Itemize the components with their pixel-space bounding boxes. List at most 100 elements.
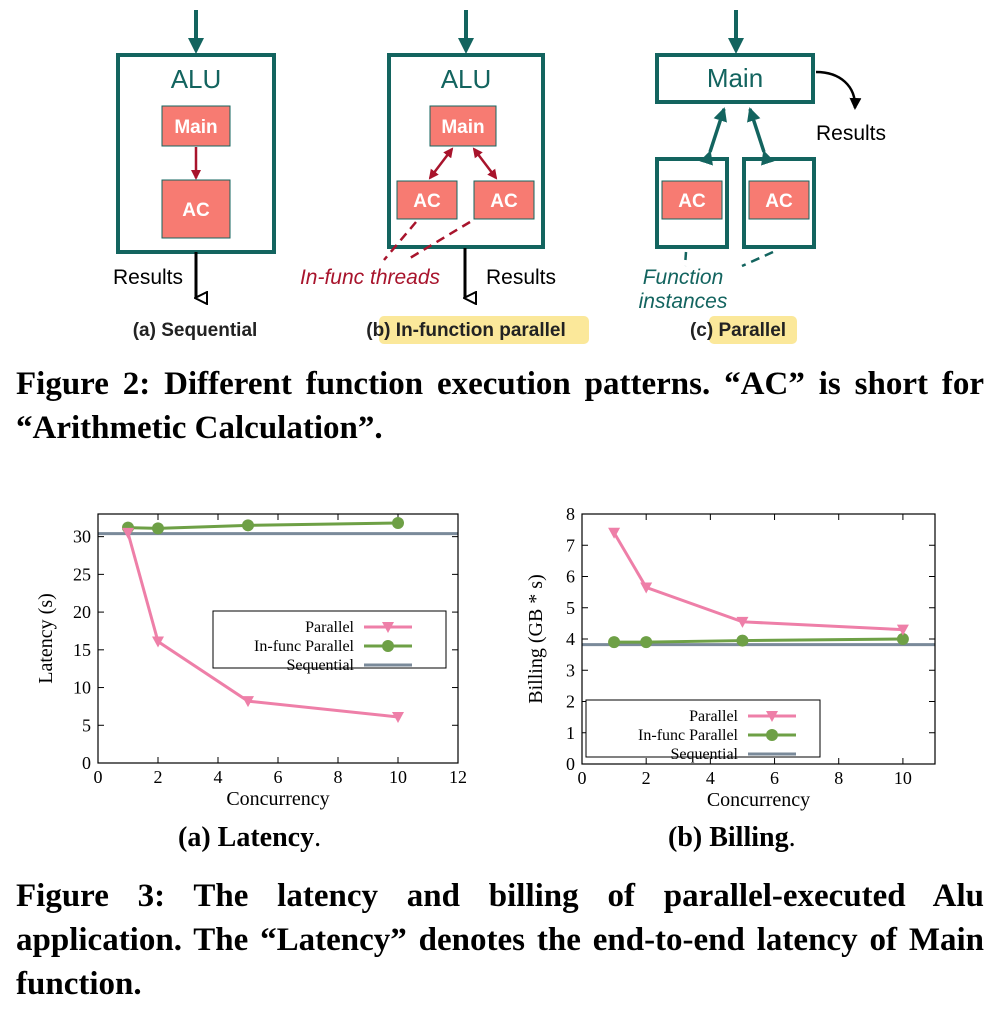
highlight-c — [709, 316, 797, 344]
x-axis-label: Concurrency — [707, 789, 810, 811]
y-tick-label: 7 — [566, 535, 575, 555]
y-tick-label: 10 — [73, 678, 91, 698]
alu-box — [387, 53, 545, 249]
instances-note-2: instances — [639, 290, 728, 313]
y-tick-label: 3 — [566, 660, 575, 680]
ac-label-2: AC — [490, 191, 518, 212]
ac-block-2 — [473, 180, 535, 220]
main-block — [429, 105, 497, 147]
panel-b-in-function-parallel: ALU Main AC AC In-func threads Results — [300, 10, 556, 298]
y-tick-label: 30 — [73, 527, 91, 547]
figure2-caption: Figure 2: Different function execution p… — [16, 366, 984, 446]
x-tick-label: 4 — [214, 767, 223, 787]
sublabel-b: (b) In-function parallel — [366, 320, 566, 341]
threads-pointer-1 — [383, 221, 417, 261]
data-point-in-func-parallel — [152, 522, 164, 535]
x-tick-label: 2 — [154, 767, 163, 787]
thread-arrow-right — [472, 147, 498, 180]
x-tick-label: 12 — [449, 767, 467, 787]
x-tick-label: 6 — [770, 768, 779, 788]
y-tick-label: 25 — [73, 564, 91, 584]
series-line-parallel — [612, 531, 903, 632]
legend-label: In-func Parallel — [638, 727, 739, 744]
instances-note-1: Function — [643, 266, 724, 289]
data-point-parallel — [608, 527, 621, 539]
data-point-parallel — [392, 711, 404, 723]
legend-marker — [766, 711, 778, 722]
data-point-parallel — [640, 582, 653, 594]
instance-box-1 — [655, 157, 729, 249]
ac-label-1: AC — [678, 191, 706, 212]
results-label: Results — [816, 122, 886, 145]
legend-label: Sequential — [286, 657, 354, 674]
x-tick-label: 10 — [389, 767, 407, 787]
legend-marker — [382, 640, 394, 652]
instance-arrow-left — [699, 107, 727, 166]
y-tick-label: 4 — [566, 629, 575, 649]
y-tick-label: 6 — [566, 567, 575, 587]
threads-note: In-func threads — [300, 266, 441, 289]
results-label: Results — [486, 266, 556, 289]
y-tick-label: 0 — [566, 754, 575, 774]
x-tick-label: 2 — [642, 768, 651, 788]
results-curve-arrow — [815, 70, 862, 110]
main-label: Main — [441, 117, 484, 138]
subcaption-latency: (a) Latency. — [178, 822, 322, 853]
alu-title: ALU — [441, 64, 492, 94]
data-point-parallel — [122, 527, 134, 539]
y-tick-label: 2 — [566, 692, 575, 712]
x-tick-label: 8 — [834, 768, 843, 788]
panel-a-sequential: ALU Main AC Results — [113, 10, 276, 298]
series-line-in-func-parallel — [614, 637, 903, 644]
ac-block-2 — [748, 180, 810, 220]
subcaption-billing: (b) Billing. — [668, 822, 796, 853]
instances-pointer-2 — [741, 250, 774, 268]
main-block — [161, 105, 231, 147]
alu-title: ALU — [171, 64, 222, 94]
main-label: Main — [174, 117, 217, 138]
data-point-parallel — [736, 616, 749, 628]
main-label: Main — [707, 63, 763, 93]
main-box — [655, 53, 815, 104]
data-point-in-func-parallel — [896, 633, 909, 645]
x-tick-label: 6 — [274, 767, 283, 787]
results-label: Results — [113, 266, 183, 289]
y-tick-label: 5 — [82, 715, 91, 735]
ac-block — [161, 179, 231, 239]
legend-label: Sequential — [670, 746, 738, 763]
y-axis-label: Billing (GB * s) — [525, 574, 547, 703]
y-tick-label: 15 — [73, 640, 91, 660]
figure2-diagram: ALU Main AC Results ALU Main AC AC In-fu… — [113, 10, 886, 344]
data-point-parallel — [896, 624, 909, 636]
y-tick-label: 0 — [82, 753, 91, 773]
series-line-parallel — [126, 532, 399, 719]
sublabel-c: (c) Parallel — [690, 320, 786, 341]
x-axis-label: Concurrency — [226, 788, 329, 810]
y-tick-label: 8 — [566, 504, 575, 524]
ac-block-1 — [661, 180, 723, 220]
ac-label: AC — [182, 200, 210, 221]
panel-c-parallel: Main Results AC AC Function instances — [639, 10, 886, 313]
data-point-in-func-parallel — [242, 519, 254, 532]
highlight-b — [379, 316, 589, 344]
legend-label: Parallel — [689, 708, 738, 725]
latency-chart: 0 2 4 6 8 10 12 0 5 10 15 20 25 30 Concurrency Latency … — [35, 513, 467, 810]
legend-label: Parallel — [305, 619, 354, 636]
data-point-in-func-parallel — [392, 517, 404, 530]
data-point-in-func-parallel — [736, 634, 749, 647]
thread-arrow-left — [428, 147, 454, 180]
ac-label-2: AC — [765, 191, 793, 212]
x-tick-label: 0 — [94, 767, 103, 787]
plot-frame — [581, 513, 936, 765]
data-point-parallel — [152, 636, 164, 648]
billing-chart: 0 2 4 6 8 10 0 1 2 3 4 5 6 7 8 Concurrency Billing (GB *… — [525, 504, 936, 811]
data-point-in-func-parallel — [640, 636, 653, 649]
sublabel-a: (a) Sequential — [133, 320, 258, 341]
ac-label-1: AC — [413, 191, 441, 212]
y-tick-label: 1 — [566, 723, 575, 743]
instances-pointer-1 — [683, 251, 688, 267]
legend-box — [585, 699, 821, 758]
legend-marker — [382, 622, 394, 633]
instance-box-2 — [742, 157, 816, 249]
plot-frame — [97, 513, 459, 764]
